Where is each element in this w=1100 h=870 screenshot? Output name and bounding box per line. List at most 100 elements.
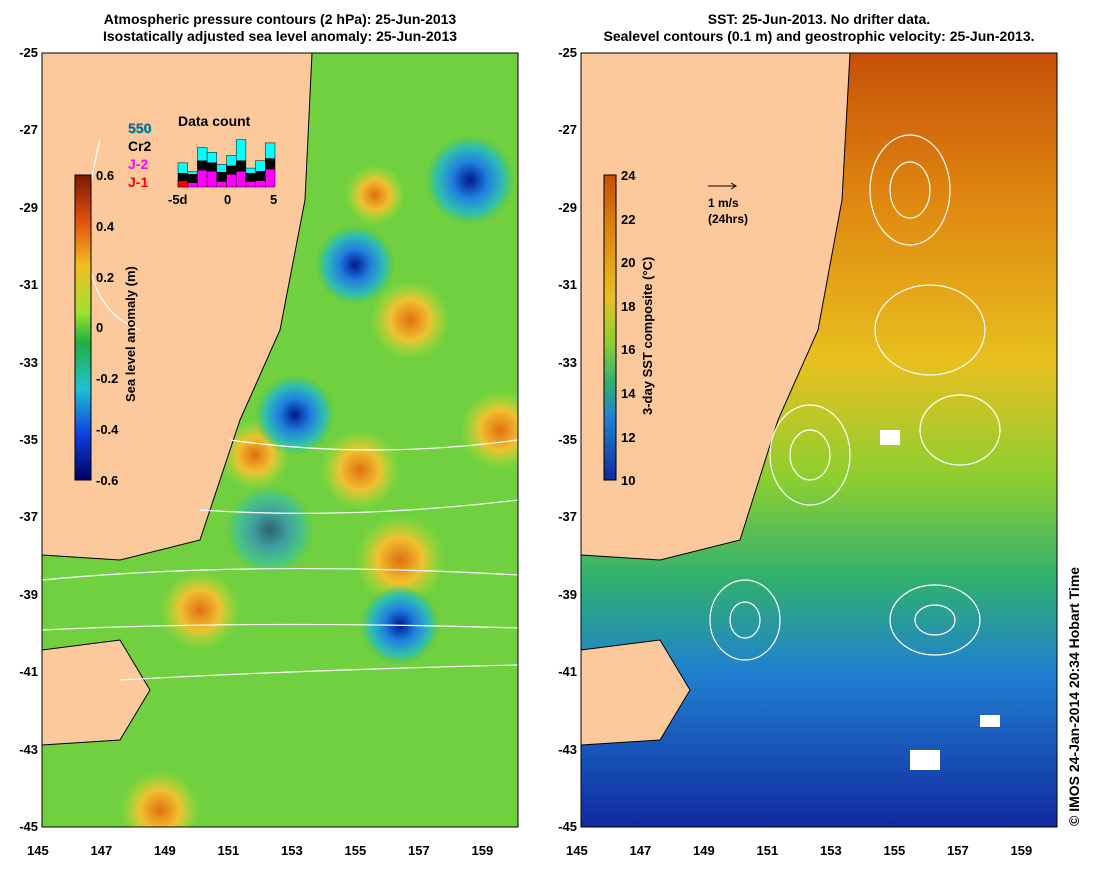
latitude-tick: -27 xyxy=(558,122,577,138)
latitude-tick: -33 xyxy=(558,354,577,370)
longitude-tick: 157 xyxy=(408,843,430,858)
left-colorbar-tick: 0 xyxy=(96,320,104,336)
left-colorbar-tick: 0.2 xyxy=(96,269,115,285)
longitude-tick: 153 xyxy=(281,843,303,858)
velocity-key-label: 1 m/s xyxy=(708,196,739,210)
histogram-bar-cyan xyxy=(226,155,237,167)
latitude-tick: -39 xyxy=(19,586,38,602)
latitude-tick: -31 xyxy=(558,277,577,293)
right-colorbar-tick: 20 xyxy=(621,255,636,271)
right-colorbar-tick: 16 xyxy=(621,342,636,358)
histogram-bar-black xyxy=(206,162,218,172)
legend-satellite-cr2: Cr2 xyxy=(128,138,152,154)
histogram-bar-black xyxy=(265,158,276,170)
right-colorbar-label: 3-day SST composite (°C) xyxy=(640,256,655,415)
histogram-bar-black xyxy=(177,173,188,181)
histogram-bar-magenta xyxy=(226,174,237,188)
right-title-line2: Sealevel contours (0.1 m) and geostrophi… xyxy=(603,28,1035,44)
latitude-tick: -31 xyxy=(19,277,38,293)
right-colorbar xyxy=(603,174,617,481)
left-colorbar-tick: 0.4 xyxy=(96,218,115,234)
left-title-line2: Isostatically adjusted sea level anomaly… xyxy=(102,28,458,44)
right-colorbar-tick: 18 xyxy=(621,298,636,314)
histogram-bar-cyan xyxy=(206,152,218,164)
longitude-tick: 159 xyxy=(1010,843,1033,858)
histogram-bar-magenta xyxy=(187,182,198,188)
latitude-tick: -45 xyxy=(19,819,38,834)
legend-title: Data count xyxy=(178,113,251,129)
histogram-bar-cyan xyxy=(235,139,247,161)
latitude-tick: -33 xyxy=(19,354,38,370)
longitude-tick: 155 xyxy=(344,843,367,858)
histogram-bar-magenta xyxy=(216,181,227,188)
left-colorbar-tick: 0.6 xyxy=(96,168,115,183)
histogram-tick: -5d xyxy=(168,192,188,207)
left-map xyxy=(42,53,518,827)
longitude-tick: 149 xyxy=(154,843,176,858)
latitude-tick: -43 xyxy=(19,741,38,757)
histogram-bar-black xyxy=(226,165,237,175)
right-title-line1: SST: 25-Jun-2013. No drifter data. xyxy=(707,11,931,27)
left-colorbar-tick: -0.2 xyxy=(96,371,119,387)
latitude-tick: -43 xyxy=(558,741,577,757)
longitude-tick: 157 xyxy=(947,843,969,858)
latitude-tick: -29 xyxy=(558,199,577,215)
histogram-bar-magenta xyxy=(206,171,218,188)
left-colorbar-tick: -0.4 xyxy=(96,422,119,437)
latitude-tick: -41 xyxy=(19,664,38,680)
histogram-tick: 0 xyxy=(224,192,232,207)
histogram-bar-magenta xyxy=(245,181,256,188)
longitude-tick: 153 xyxy=(820,843,842,858)
longitude-tick: 159 xyxy=(471,843,494,858)
latitude-tick: -35 xyxy=(19,432,38,447)
legend-satellite-j-1: J-1 xyxy=(128,174,149,190)
histogram-bar-black xyxy=(245,173,256,183)
data-count-histogram xyxy=(177,139,276,188)
left-colorbar xyxy=(74,174,92,481)
histogram-bar-cyan xyxy=(255,160,266,172)
legend-satellite-550: 550 xyxy=(128,120,152,136)
longitude-tick: 147 xyxy=(629,843,652,858)
histogram-bar-black xyxy=(216,172,227,183)
longitude-tick: 151 xyxy=(217,843,240,858)
velocity-key-arrow xyxy=(708,182,737,190)
credit-text: © IMOS 24-Jan-2014 20:34 Hobart Time xyxy=(1066,566,1082,826)
left-title-line1: Atmospheric pressure contours (2 hPa): 2… xyxy=(103,11,457,27)
histogram-bar-magenta xyxy=(235,171,247,188)
latitude-tick: -35 xyxy=(558,432,577,447)
right-title: SST: 25-Jun-2013. No drifter data. Seale… xyxy=(581,11,1057,45)
histogram-bar-black xyxy=(255,171,266,181)
latitude-tick: -45 xyxy=(558,819,577,834)
left-title: Atmospheric pressure contours (2 hPa): 2… xyxy=(42,11,518,45)
latitude-tick: -29 xyxy=(19,199,38,215)
latitude-tick: -37 xyxy=(558,509,577,525)
right-map xyxy=(581,53,1057,827)
histogram-bar-cyan xyxy=(187,171,198,175)
latitude-tick: -39 xyxy=(558,586,577,602)
histogram-tick: 5 xyxy=(270,192,278,207)
latitude-tick: -37 xyxy=(19,509,38,525)
histogram-bar-magenta xyxy=(197,169,208,188)
histogram-bar-cyan xyxy=(216,164,227,173)
longitude-tick: 155 xyxy=(883,843,906,858)
histogram-bar-cyan xyxy=(265,142,276,159)
right-colorbar-tick: 12 xyxy=(621,429,636,445)
right-colorbar-tick: 10 xyxy=(621,473,636,489)
longitude-tick: 145 xyxy=(27,843,49,858)
histogram-bar-cyan xyxy=(177,162,188,174)
histogram-bar-black xyxy=(235,160,247,172)
legend-satellite-j-2: J-2 xyxy=(128,156,149,172)
histogram-bar-cyan xyxy=(197,147,208,161)
right-colorbar-tick: 24 xyxy=(621,168,636,183)
left-colorbar-label: Sea level anomaly (m) xyxy=(123,266,138,402)
longitude-tick: 149 xyxy=(693,843,715,858)
longitude-tick: 151 xyxy=(756,843,779,858)
left-colorbar-tick: -0.6 xyxy=(96,472,119,488)
histogram-bar-black xyxy=(197,160,208,171)
velocity-key-sublabel: (24hrs) xyxy=(708,212,749,226)
histogram-bar-magenta xyxy=(255,180,266,188)
latitude-tick: -27 xyxy=(19,122,38,138)
longitude-tick: 147 xyxy=(90,843,113,858)
histogram-bar-cyan xyxy=(245,167,256,174)
histogram-bar-black xyxy=(187,174,198,184)
